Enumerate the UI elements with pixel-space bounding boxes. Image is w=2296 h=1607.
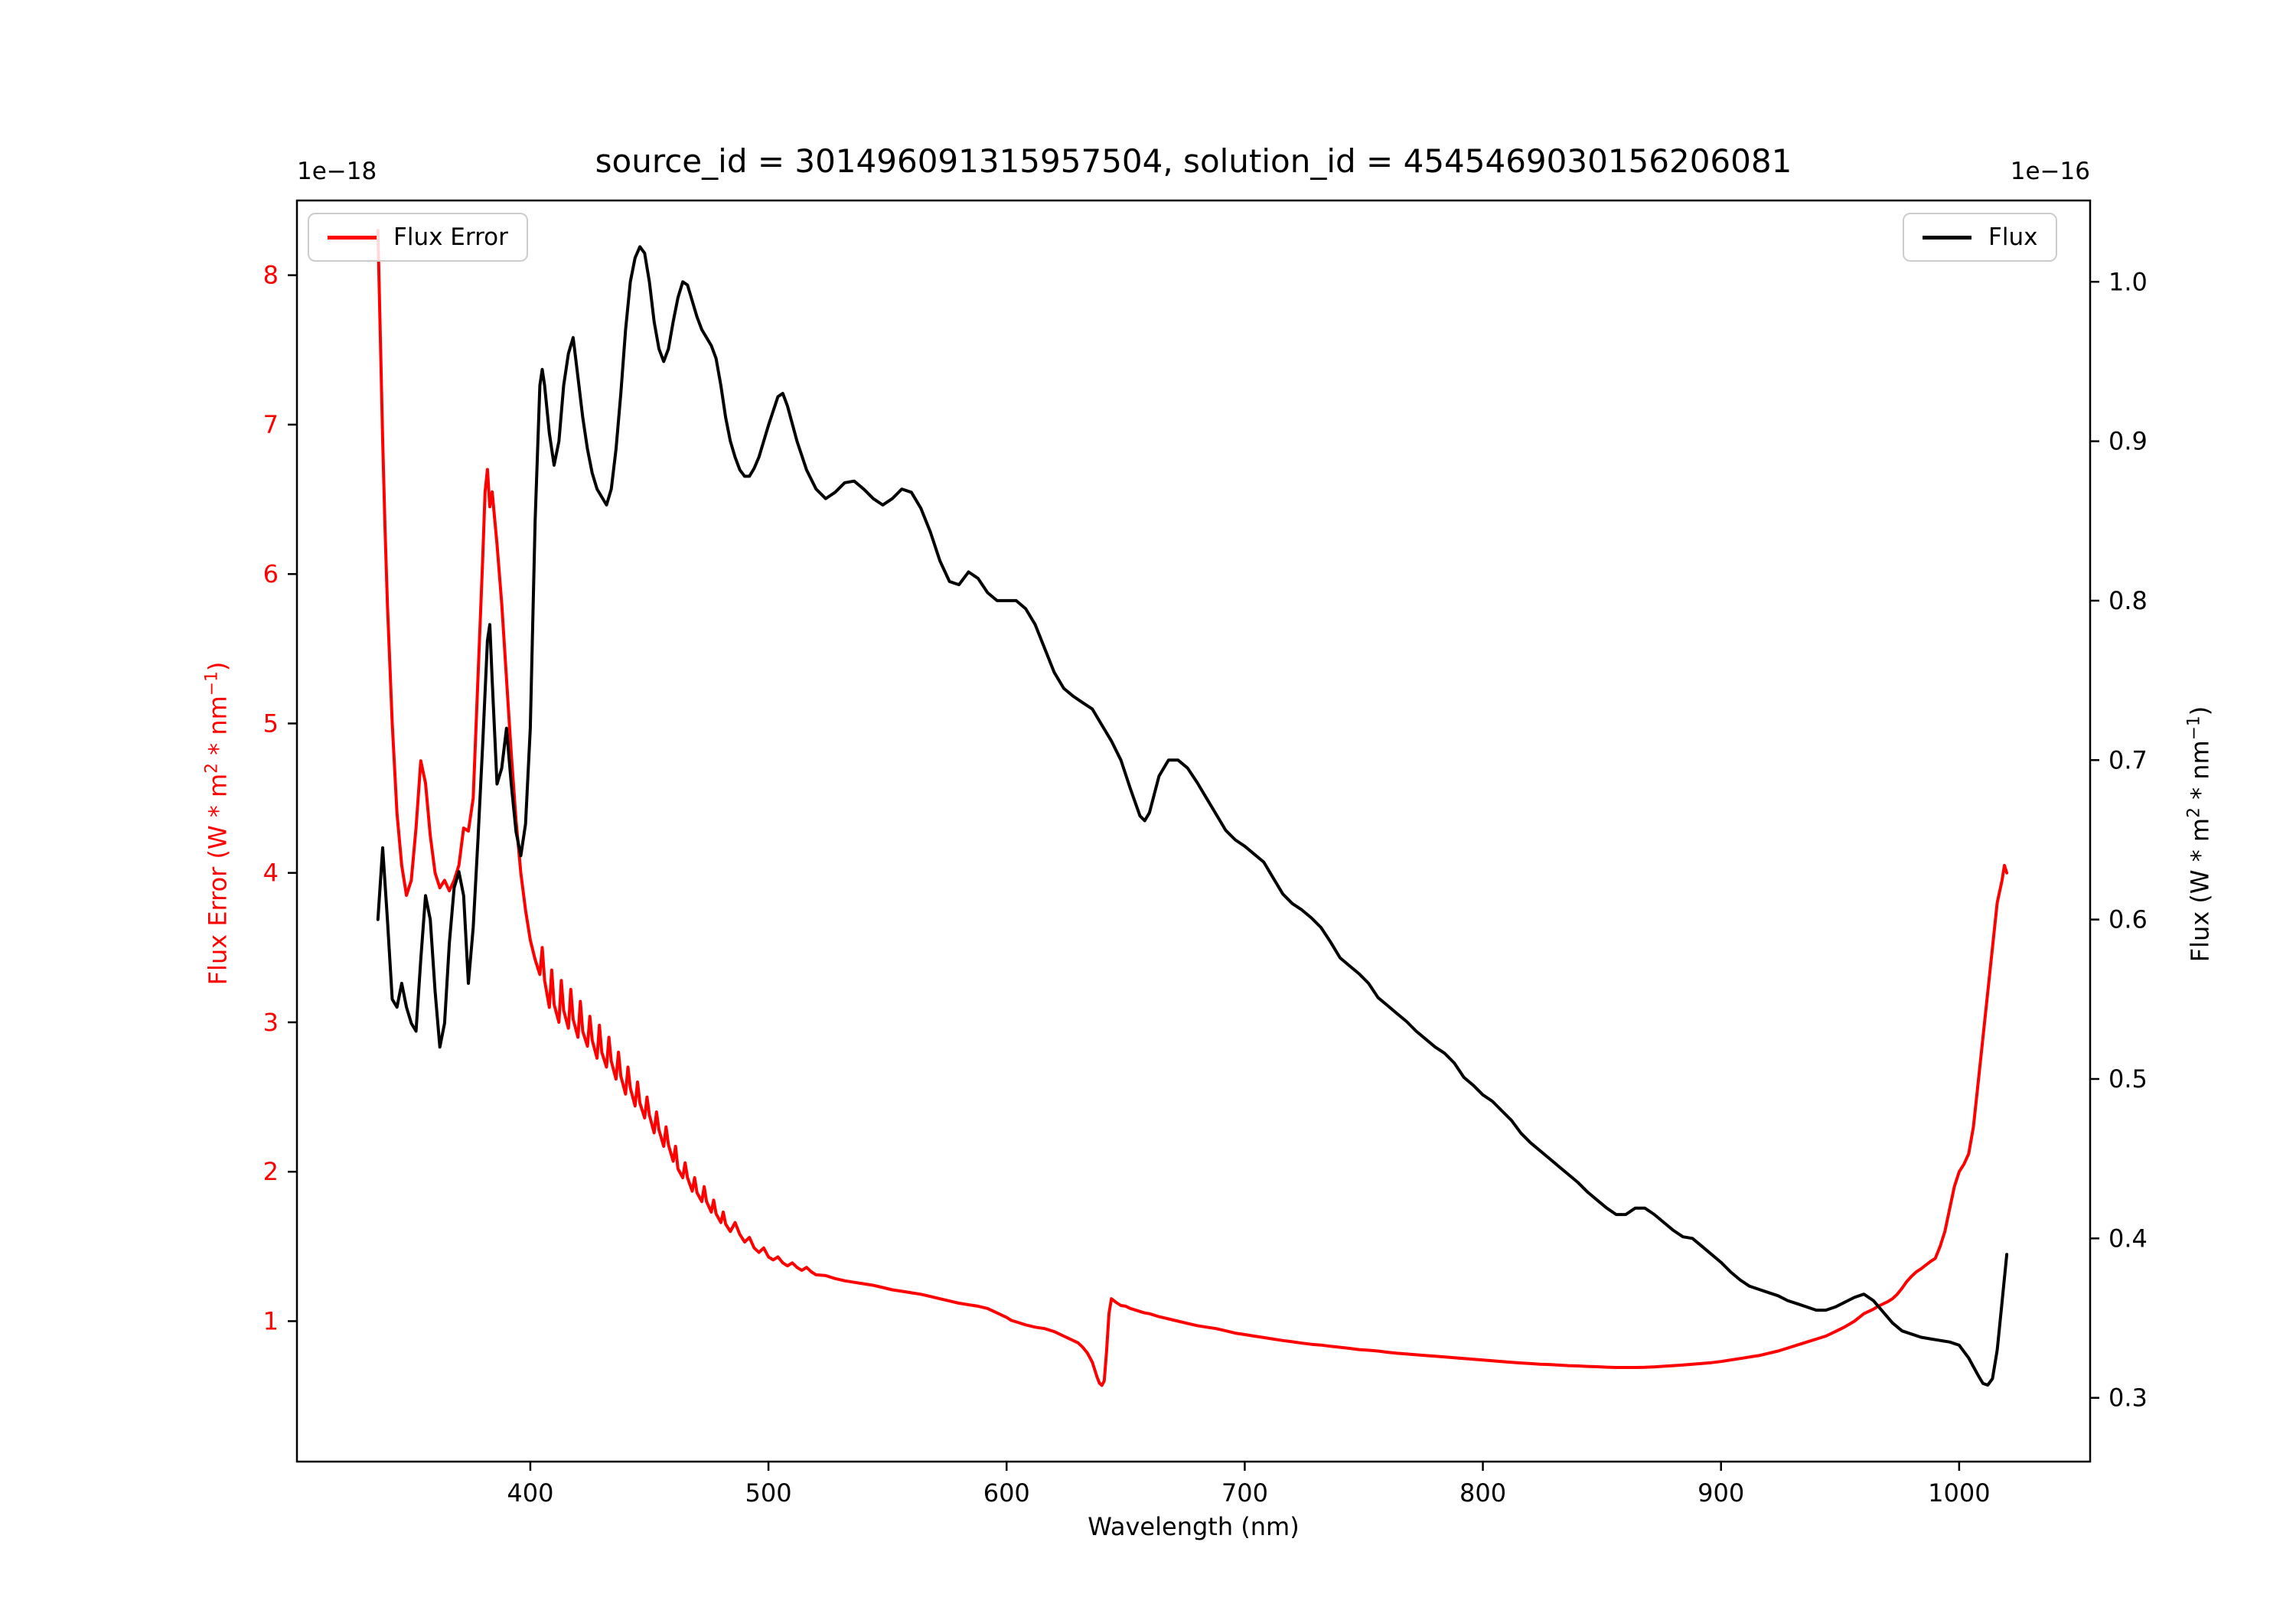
x-tick-label: 700: [1221, 1478, 1268, 1508]
y-right-tick-label: 0.3: [2108, 1384, 2148, 1413]
chart-title: source_id = 301496091315957504, solution…: [595, 142, 1792, 180]
y-right-tick-label: 0.4: [2108, 1224, 2148, 1253]
y-axis-label-left: Flux Error (W * m2 * nm−1): [202, 661, 233, 986]
y-left-tick-label: 8: [263, 261, 279, 290]
x-tick-label: 800: [1459, 1478, 1506, 1508]
x-tick-label: 500: [745, 1478, 792, 1508]
y-right-tick-label: 1.0: [2108, 267, 2148, 296]
y-left-tick-label: 5: [263, 709, 279, 738]
y-left-tick-label: 6: [263, 559, 279, 588]
x-tick-label: 1000: [1928, 1478, 1990, 1508]
x-axis-label: Wavelength (nm): [1088, 1512, 1300, 1541]
right-axis-offset-text: 1e−16: [2010, 158, 2090, 185]
left-axis-offset-text: 1e−18: [297, 158, 377, 185]
x-tick-label: 400: [507, 1478, 553, 1508]
axes-frame: [295, 199, 2092, 1463]
legend-flux: Flux: [1903, 213, 2058, 262]
y-left-tick-label: 3: [263, 1008, 279, 1037]
y-left-tick-label: 2: [263, 1157, 279, 1186]
y-right-tick-label: 0.7: [2108, 745, 2148, 774]
flux-line: [376, 245, 2009, 1387]
y-right-tick-label: 0.8: [2108, 586, 2148, 615]
y-right-tick-label: 0.6: [2108, 905, 2148, 934]
flux-error-line: [376, 229, 2009, 1387]
y-left-tick-label: 7: [263, 410, 279, 439]
flux-error-line-swatch: [328, 235, 377, 240]
legend-flux-label: Flux: [1988, 223, 2038, 251]
x-tick-label: 600: [983, 1478, 1030, 1508]
y-axis-label-right: Flux (W * m2 * nm−1): [2184, 706, 2215, 963]
flux-line-swatch: [1923, 235, 1971, 240]
y-right-tick-label: 0.5: [2108, 1064, 2148, 1094]
y-right-tick-label: 0.9: [2108, 427, 2148, 456]
y-left-tick-label: 1: [263, 1306, 279, 1335]
legend-flux-error-label: Flux Error: [393, 223, 508, 251]
x-tick-label: 900: [1698, 1478, 1744, 1508]
y-left-tick-label: 4: [263, 859, 279, 888]
legend-flux-error: Flux Error: [308, 213, 528, 262]
